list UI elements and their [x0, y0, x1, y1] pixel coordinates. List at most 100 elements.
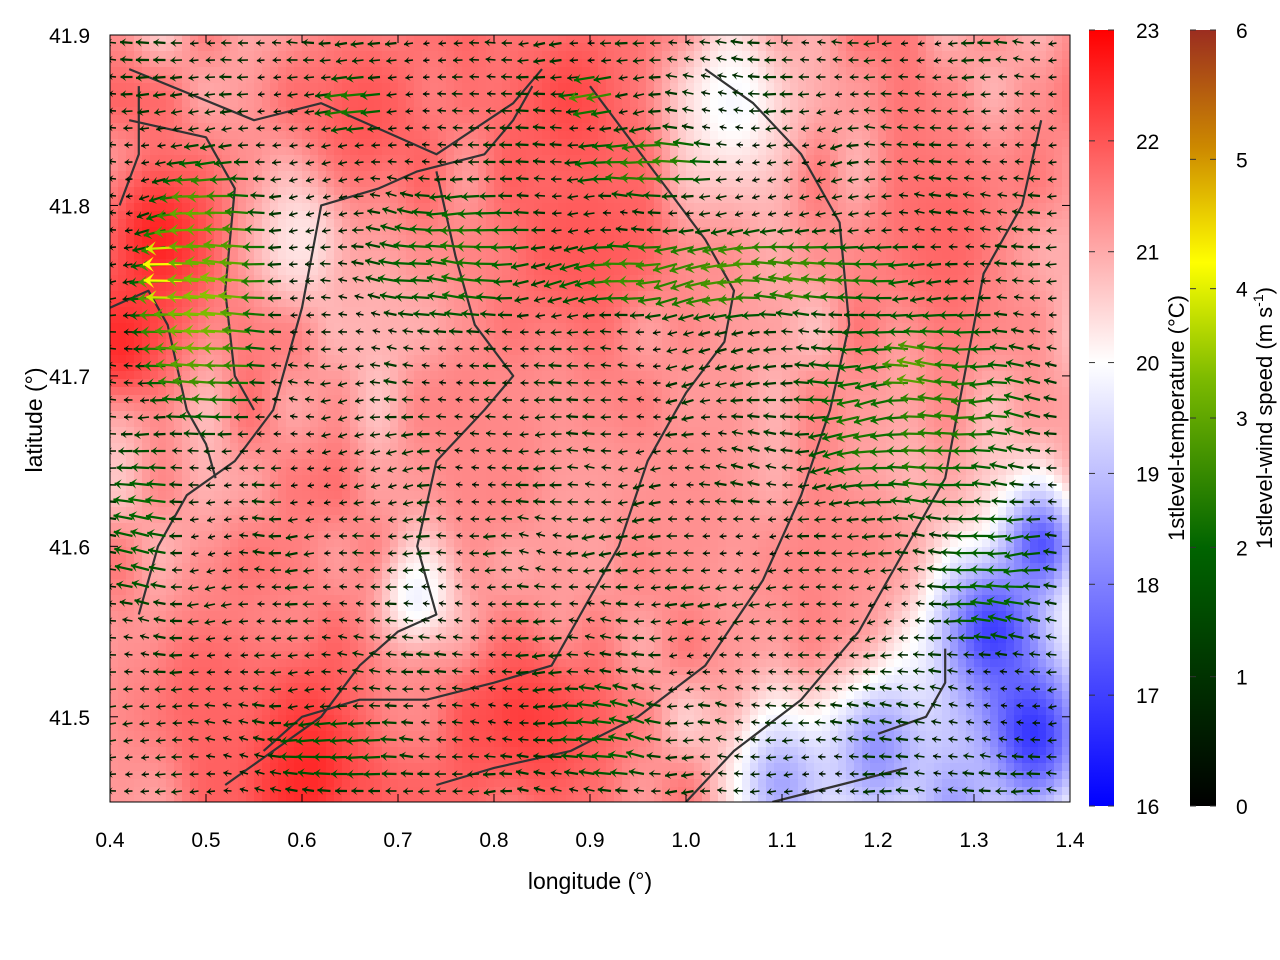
heatmap-cell	[366, 371, 375, 380]
heatmap-cell	[302, 779, 311, 788]
heatmap-cell	[518, 147, 527, 156]
heatmap-cell	[262, 659, 271, 668]
heatmap-cell	[414, 707, 423, 716]
heatmap-cell	[126, 587, 135, 596]
heatmap-cell	[326, 163, 335, 172]
heatmap-cell	[414, 51, 423, 60]
heatmap-cell	[214, 187, 223, 196]
heatmap-cell	[438, 51, 447, 60]
heatmap-cell	[446, 427, 455, 436]
heatmap-cell	[502, 323, 511, 332]
heatmap-cell	[494, 179, 503, 188]
heatmap-cell	[278, 267, 287, 276]
heatmap-cell	[150, 171, 159, 180]
heatmap-cell	[414, 475, 423, 484]
heatmap-cell	[310, 187, 319, 196]
heatmap-cell	[398, 339, 407, 348]
heatmap-cell	[390, 435, 399, 444]
heatmap-cell	[470, 99, 479, 108]
heatmap-cell	[174, 635, 183, 644]
heatmap-cell	[214, 523, 223, 532]
heatmap-cell	[502, 595, 511, 604]
heatmap-cell	[350, 779, 359, 788]
heatmap-cell	[198, 747, 207, 756]
heatmap-cell	[230, 547, 239, 556]
heatmap-cell	[222, 475, 231, 484]
heatmap-cell	[462, 115, 471, 124]
heatmap-cell	[430, 435, 439, 444]
heatmap-cell	[126, 43, 135, 52]
heatmap-cell	[126, 675, 135, 684]
heatmap-cell	[470, 235, 479, 244]
heatmap-cell	[214, 651, 223, 660]
heatmap-cell	[494, 83, 503, 92]
heatmap-cell	[406, 163, 415, 172]
heatmap-cell	[342, 371, 351, 380]
heatmap-cell	[262, 187, 271, 196]
heatmap-cell	[342, 323, 351, 332]
heatmap-cell	[134, 171, 143, 180]
heatmap-cell	[494, 747, 503, 756]
heatmap-cell	[166, 723, 175, 732]
heatmap-cell	[238, 363, 247, 372]
heatmap-cell	[158, 507, 167, 516]
heatmap-cell	[174, 547, 183, 556]
heatmap-cell	[350, 251, 359, 260]
heatmap-cell	[374, 67, 383, 76]
heatmap-cell	[478, 299, 487, 308]
heatmap-cell	[182, 571, 191, 580]
heatmap-cell	[110, 51, 119, 60]
heatmap-cell	[118, 571, 127, 580]
heatmap-cell	[486, 219, 495, 228]
heatmap-cell	[310, 411, 319, 420]
heatmap-cell	[486, 363, 495, 372]
heatmap-cell	[478, 475, 487, 484]
heatmap-cell	[238, 43, 247, 52]
heatmap-cell	[198, 683, 207, 692]
heatmap-cell	[366, 147, 375, 156]
heatmap-cell	[414, 571, 423, 580]
heatmap-cell	[278, 131, 287, 140]
heatmap-cell	[222, 491, 231, 500]
heatmap-cell	[510, 475, 519, 484]
heatmap-cell	[366, 67, 375, 76]
heatmap-cell	[326, 67, 335, 76]
heatmap-cell	[462, 355, 471, 364]
heatmap-cell	[214, 107, 223, 116]
heatmap-cell	[166, 675, 175, 684]
heatmap-cell	[254, 235, 263, 244]
heatmap-cell	[270, 187, 279, 196]
heatmap-cell	[270, 659, 279, 668]
heatmap-cell	[182, 627, 191, 636]
heatmap-cell	[486, 371, 495, 380]
heatmap-cell	[294, 491, 303, 500]
heatmap-cell	[390, 419, 399, 428]
heatmap-cell	[446, 131, 455, 140]
heatmap-cell	[350, 99, 359, 108]
heatmap-cell	[246, 523, 255, 532]
heatmap-cell	[134, 387, 143, 396]
heatmap-cell	[190, 235, 199, 244]
heatmap-cell	[390, 763, 399, 772]
heatmap-cell	[238, 523, 247, 532]
heatmap-cell	[126, 251, 135, 260]
heatmap-cell	[510, 131, 519, 140]
heatmap-cell	[422, 635, 431, 644]
heatmap-cell	[374, 483, 383, 492]
heatmap-cell	[454, 283, 463, 292]
heatmap-cell	[398, 371, 407, 380]
heatmap-cell	[382, 355, 391, 364]
heatmap-cell	[406, 299, 415, 308]
heatmap-cell	[430, 363, 439, 372]
heatmap-cell	[286, 123, 295, 132]
heatmap-cell	[486, 635, 495, 644]
heatmap-cell	[446, 723, 455, 732]
heatmap-cell	[462, 491, 471, 500]
heatmap-cell	[390, 539, 399, 548]
heatmap-cell	[350, 51, 359, 60]
heatmap-cell	[310, 779, 319, 788]
heatmap-cell	[270, 283, 279, 292]
heatmap-cell	[430, 371, 439, 380]
heatmap-cell	[366, 83, 375, 92]
